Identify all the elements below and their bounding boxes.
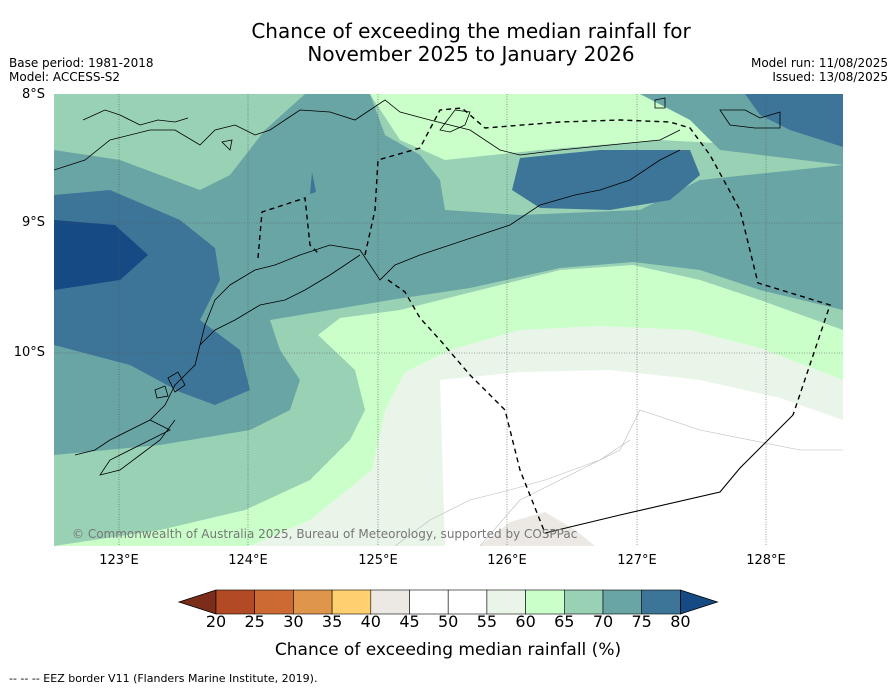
colorbar-extend-low	[177, 589, 217, 615]
colorbar-tick-label: 40	[360, 612, 381, 631]
colorbar-segment	[215, 589, 256, 615]
contour-fields	[54, 94, 843, 546]
model-name: Model: ACCESS-S2	[9, 70, 121, 84]
colorbar-tick-label: 45	[399, 612, 420, 631]
colorbar-segment	[409, 589, 449, 615]
band-75-80-topright	[745, 94, 843, 147]
eez-legend-note: -- -- -- EEZ border V11 (Flanders Marine…	[9, 672, 318, 685]
lon-label-125e: 125°E	[358, 553, 398, 568]
colorbar-segment	[254, 589, 294, 615]
band-45-55	[440, 370, 843, 546]
lat-label-9s: 9°S	[21, 215, 45, 230]
model-run: Model run: 11/08/2025	[750, 56, 888, 70]
colorbar-tick-label: 80	[670, 612, 691, 631]
colorbar-segment	[602, 589, 643, 615]
colorbar-extend-high	[680, 589, 719, 615]
title-line-1: Chance of exceeding the median rainfall …	[251, 19, 691, 43]
colorbar-segment	[525, 589, 565, 615]
colorbar	[177, 589, 719, 615]
colorbar-tick-label: 70	[592, 612, 614, 631]
colorbar-segment	[293, 589, 333, 615]
colorbar-tick-label: 35	[321, 612, 343, 631]
lon-label-127e: 127°E	[617, 553, 657, 568]
colorbar-segment	[563, 589, 604, 615]
colorbar-tick-label: 65	[554, 612, 575, 631]
band-65-70-top	[54, 94, 300, 190]
lat-label-8s: 8°S	[21, 87, 45, 102]
gridlines	[54, 94, 843, 546]
base-period: Base period: 1981-2018	[9, 56, 154, 70]
colorbar-segment	[641, 589, 681, 615]
meta-right: Model run: 11/08/2025 Issued: 13/08/2025	[751, 56, 888, 84]
colorbar-tick-label: 55	[476, 612, 498, 631]
band-40-45	[480, 512, 595, 546]
colorbar-title: Chance of exceeding median rainfall (%)	[274, 640, 622, 660]
lat-label-10s: 10°S	[13, 345, 45, 360]
colorbar-segment	[447, 589, 488, 615]
map-title: Chance of exceeding the median rainfall …	[0, 20, 896, 66]
colorbar-tick-label: 50	[438, 612, 459, 631]
colorbar-tick-label: 20	[205, 612, 227, 631]
lon-label-128e: 128°E	[746, 553, 786, 568]
eez-border	[257, 107, 831, 534]
meta-left: Base period: 1981-2018 Model: ACCESS-S2	[9, 56, 154, 84]
colorbar-segment	[331, 589, 372, 615]
issued-date: Issued: 13/08/2025	[772, 70, 888, 84]
copyright-text: © Commonwealth of Australia 2025, Bureau…	[72, 527, 578, 541]
colorbar-tick-label: 60	[515, 612, 536, 631]
eez-solid	[544, 414, 794, 534]
colorbar-segment	[486, 589, 526, 615]
band-80-plus	[54, 220, 148, 290]
colorbar-tick-label: 25	[244, 612, 265, 631]
colorbar-tick-label: 30	[283, 612, 304, 631]
colorbar-segment	[370, 589, 410, 615]
coastlines	[54, 97, 781, 476]
colorbar-tick-label: 75	[631, 612, 652, 631]
lon-label-126e: 126°E	[487, 553, 527, 568]
lon-label-123e: 123°E	[99, 553, 139, 568]
title-line-2: November 2025 to January 2026	[307, 42, 635, 66]
band-75-80-small	[310, 172, 316, 194]
band-70-75	[54, 94, 843, 455]
lon-label-124e: 124°E	[228, 553, 268, 568]
